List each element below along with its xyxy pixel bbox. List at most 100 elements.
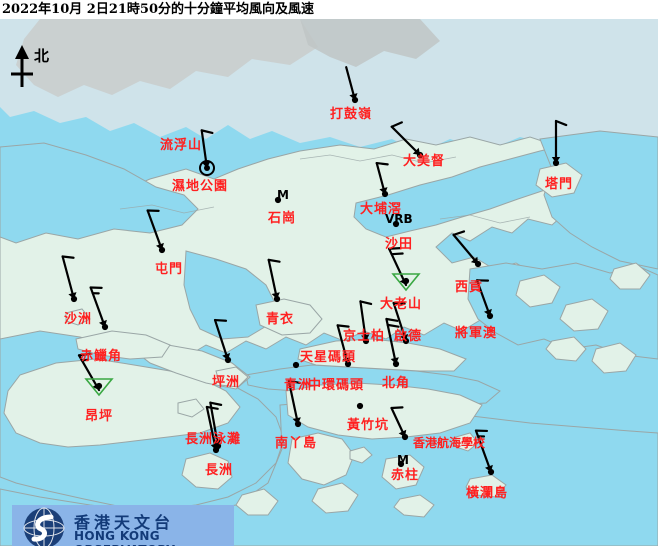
marker-center-dot: [204, 165, 210, 171]
barb-feather-full: [205, 405, 219, 410]
station-label-green-island: 青洲: [284, 378, 313, 393]
barb-arrowhead: [390, 357, 399, 364]
barb-feather-full: [77, 352, 91, 357]
barb-arrowhead: [361, 334, 370, 341]
barb-feather-full: [213, 318, 228, 322]
hong-kong-wind-map[interactable]: 北 打鼓嶺 流浮山 濕地公園 大美督 塔門 石崗 大埔滘 沙田 屯門 西貢 大老山 沙洲 青衣 赤鱲角 京士…: [0, 19, 658, 546]
barb-feather-full: [452, 230, 466, 236]
barb-shaft: [146, 209, 164, 252]
station-marker-ngong-ping: [84, 378, 114, 397]
marker-center-dot: [95, 382, 103, 390]
barb-feather-full: [287, 379, 301, 384]
barb-shaft: [61, 255, 76, 301]
station-label-lamma-island: 南丫島: [275, 436, 318, 451]
station-label-tai-po-kau: 大埔滘: [360, 202, 403, 217]
station-marker-peng-chau: [224, 356, 232, 364]
barb-shaft: [336, 324, 350, 366]
barb-shaft: [392, 301, 408, 343]
barb-shaft: [475, 279, 492, 318]
station-label-tate-s-cairn: 大老山: [380, 297, 423, 312]
barb-shaft: [385, 317, 398, 366]
station-marker-cheung-chau: [212, 446, 220, 454]
station-label-chek-lap-kok: 赤鱲角: [80, 349, 123, 364]
barb-shaft: [267, 258, 279, 301]
station-label-shek-kong: 石崗: [268, 211, 297, 226]
wind-barb-tsing-yi: [267, 258, 281, 301]
stanley-mountain-flag: M: [397, 453, 409, 467]
barb-shaft: [287, 379, 300, 426]
station-label-tseung-kwan-o: 將軍澳: [455, 326, 498, 341]
marker-green-triangle: [391, 273, 421, 292]
barb-feather-full: [387, 246, 402, 250]
station-marker-sha-chau: [70, 295, 78, 303]
logo-english-text: HONG KONG OBSERVATORY: [74, 529, 175, 546]
station-marker-sai-kung: [474, 260, 482, 268]
station-marker-stanley: [397, 460, 405, 468]
station-label-tai-mei-tuk: 大美督: [403, 154, 446, 169]
station-label-north-point: 北角: [382, 376, 411, 391]
shek-kong-mountain-flag: M: [277, 188, 289, 202]
station-marker-tai-po-kau: [381, 190, 389, 198]
station-marker-lamma-island: [294, 420, 302, 428]
station-label-wetland-park: 濕地公園: [172, 179, 229, 194]
station-label-central-pier: 中環碼頭: [308, 378, 365, 393]
barb-feather-full: [61, 255, 75, 259]
north-arrow-icon: [11, 45, 33, 87]
station-marker-chek-lap-kok: [101, 323, 109, 331]
station-marker-ta-kwu-ling: [351, 96, 359, 104]
station-marker-king-s-park: [362, 337, 370, 345]
station-marker-shek-kong: [274, 196, 282, 204]
page-title: 2022年10月 2日21時50分的十分鐘平均風向及風速: [2, 2, 315, 17]
station-marker-tate-s-cairn: [391, 273, 421, 292]
barb-feather-half: [80, 358, 90, 362]
barb-shaft: [452, 233, 480, 266]
station-label-kai-tak: 啟德: [394, 329, 423, 344]
barb-feather-full: [390, 252, 404, 256]
marker-outer-ring: [199, 160, 215, 176]
barb-feather-full: [200, 129, 214, 135]
station-marker-tseung-kwan-o: [486, 312, 494, 320]
station-marker-lau-fau-shan: [199, 160, 215, 176]
barb-shaft: [390, 125, 422, 157]
map-graphics: [0, 19, 658, 546]
station-marker-sha-tin: [392, 220, 400, 228]
station-label-stanley: 赤柱: [391, 468, 420, 483]
logo-chinese-text: 香港天文台: [74, 513, 175, 532]
barb-feather-full: [375, 161, 389, 166]
barb-feather-full: [390, 121, 403, 128]
station-marker-layer: [70, 96, 560, 476]
barb-feather-full: [267, 258, 281, 263]
station-marker-tai-mei-tuk: [416, 151, 424, 159]
station-label-peng-chau: 坪洲: [212, 375, 241, 390]
station-marker-star-ferry: [344, 360, 352, 368]
station-marker-north-point: [392, 360, 400, 368]
barb-feather-full: [386, 323, 400, 328]
barb-feather-full: [390, 406, 404, 410]
station-label-sha-tin: 沙田: [385, 237, 414, 252]
barb-feather-full: [336, 324, 350, 328]
station-label-king-s-park: 京士柏: [343, 329, 386, 344]
station-label-tap-mun: 塔門: [545, 177, 574, 192]
marker-center-dot: [402, 277, 410, 285]
station-label-ngong-ping: 昂坪: [85, 409, 114, 424]
coastline-detail: [119, 154, 531, 224]
station-marker-waglan-island: [487, 468, 495, 476]
barb-feather-full: [209, 401, 223, 406]
station-marker-wong-chuk-hang: [356, 402, 364, 410]
station-marker-tuen-mun: [158, 246, 166, 254]
marker-green-triangle: [84, 378, 114, 397]
hko-globe-icon: [23, 507, 65, 546]
barb-shaft: [359, 300, 368, 343]
station-marker-tap-mun: [552, 159, 560, 167]
barb-arrowhead: [202, 161, 211, 168]
barb-shaft: [474, 429, 493, 474]
barb-shaft: [205, 405, 218, 452]
wind-barb-waglan-island: [474, 429, 493, 474]
station-label-wong-chuk-hang: 黃竹坑: [347, 418, 390, 433]
sha-tin-variable-wind: VRB: [385, 212, 413, 226]
barb-shaft: [213, 318, 230, 362]
station-label-waglan-island: 橫瀾島: [466, 486, 509, 501]
station-label-lau-fau-shan: 流浮山: [160, 138, 203, 153]
station-label-sai-kung: 西貢: [455, 280, 484, 295]
